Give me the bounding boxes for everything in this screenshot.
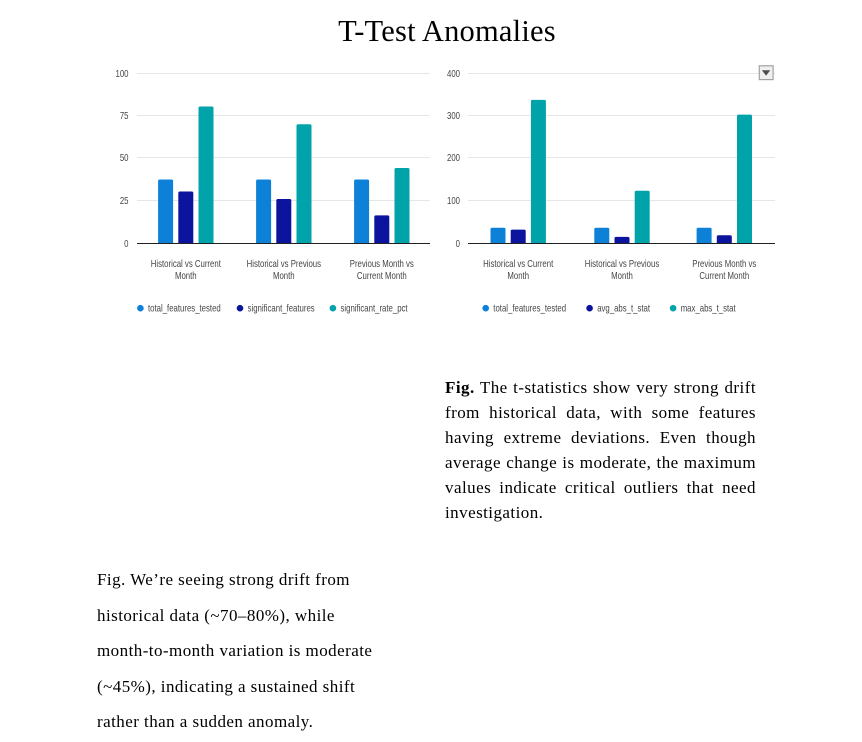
svg-text:Historical vs Current: Historical vs Current	[151, 258, 222, 269]
svg-text:25: 25	[120, 195, 129, 206]
svg-text:Month: Month	[611, 270, 633, 281]
svg-text:400: 400	[447, 68, 460, 79]
svg-text:50: 50	[120, 152, 129, 163]
svg-text:Previous Month vs: Previous Month vs	[350, 258, 415, 269]
svg-text:100: 100	[115, 68, 128, 79]
svg-text:0: 0	[124, 238, 128, 249]
svg-text:Historical vs Previous: Historical vs Previous	[585, 258, 660, 269]
svg-text:total_features_tested: total_features_tested	[493, 302, 566, 313]
svg-text:avg_abs_t_stat: avg_abs_t_stat	[597, 302, 650, 313]
svg-text:Historical vs Previous: Historical vs Previous	[247, 258, 322, 269]
svg-text:significant_features: significant_features	[248, 302, 316, 313]
svg-text:max_abs_t_stat: max_abs_t_stat	[681, 302, 736, 313]
svg-text:300: 300	[447, 110, 460, 121]
svg-text:Historical vs Current: Historical vs Current	[483, 258, 554, 269]
svg-text:significant_rate_pct: significant_rate_pct	[341, 302, 409, 313]
svg-text:0: 0	[456, 238, 460, 249]
svg-text:total_features_tested: total_features_tested	[148, 302, 221, 313]
svg-text:Month: Month	[175, 270, 197, 281]
svg-text:Month: Month	[273, 270, 295, 281]
svg-text:100: 100	[447, 195, 460, 206]
svg-text:75: 75	[120, 110, 129, 121]
svg-text:Previous Month vs: Previous Month vs	[692, 258, 757, 269]
svg-text:Month: Month	[507, 270, 529, 281]
svg-text:200: 200	[447, 152, 460, 163]
svg-text:Current Month: Current Month	[699, 270, 749, 281]
svg-text:Current Month: Current Month	[357, 270, 407, 281]
